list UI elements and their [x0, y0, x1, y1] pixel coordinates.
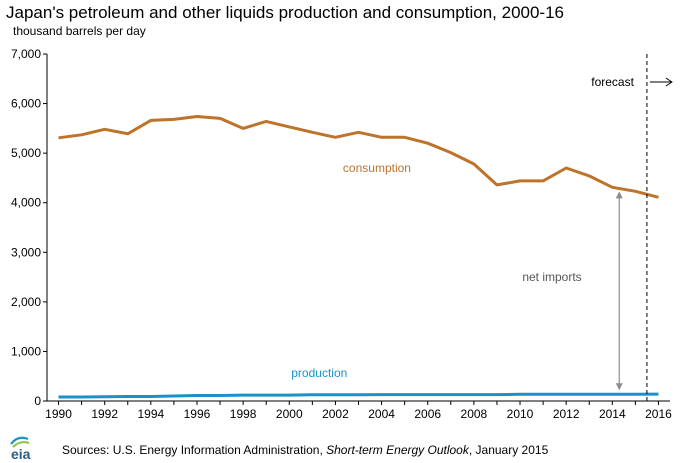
- x-tick-label: 1996: [184, 407, 211, 421]
- axes: 0 1,000 2,000 3,000 4,000 5,000 6,000 7,000 1990…: [11, 47, 672, 421]
- x-tick-label: 2000: [276, 407, 303, 421]
- y-tick-label: 5,000: [11, 146, 41, 160]
- x-tick-label: 2002: [322, 407, 349, 421]
- net-imports-arrowhead-bottom: [615, 383, 623, 391]
- forecast-arrow-head: [665, 77, 673, 87]
- forecast-label: forecast: [591, 75, 634, 89]
- series-consumption-line: [58, 115, 659, 199]
- x-tick-label: 1994: [137, 407, 164, 421]
- net-imports-label: net imports: [522, 270, 581, 284]
- y-tick-label: 0: [34, 394, 41, 408]
- net-imports-arrowhead-top: [615, 191, 623, 199]
- eia-logo-icon: eia: [10, 436, 31, 462]
- x-tick-label: 2014: [599, 407, 626, 421]
- chart-title: Japan's petroleum and other liquids prod…: [6, 3, 565, 22]
- source-suffix: , January 2015: [468, 443, 549, 457]
- chart-subtitle: thousand barrels per day: [13, 24, 146, 38]
- y-tick-label: 3,000: [11, 245, 41, 259]
- y-tick-label: 4,000: [11, 196, 41, 210]
- y-tick-label: 1,000: [11, 344, 41, 358]
- series-production-line: [58, 392, 659, 399]
- logo-text: eia: [11, 446, 31, 462]
- source-prefix: Sources: U.S. Energy Information Adminis…: [62, 443, 327, 457]
- x-tick-label: 2010: [507, 407, 534, 421]
- x-tick-label: 2012: [553, 407, 580, 421]
- x-tick-label: 1990: [45, 407, 72, 421]
- x-tick-label: 2006: [414, 407, 441, 421]
- x-tick-label: 1992: [91, 407, 118, 421]
- x-tick-label: 2008: [461, 407, 488, 421]
- y-tick-label: 6,000: [11, 97, 41, 111]
- source-note: Sources: U.S. Energy Information Adminis…: [62, 443, 548, 457]
- source-publication: Short-term Energy Outlook: [326, 443, 469, 457]
- y-tick-label: 7,000: [11, 47, 41, 61]
- x-tick-label: 2016: [645, 407, 672, 421]
- production-label: production: [291, 366, 347, 380]
- x-tick-label: 1998: [230, 407, 257, 421]
- consumption-label: consumption: [343, 161, 411, 175]
- y-tick-label: 2,000: [11, 295, 41, 309]
- x-tick-label: 2004: [368, 407, 395, 421]
- annotations: forecast net imports consumption production: [291, 54, 673, 401]
- series-lines: [58, 115, 659, 399]
